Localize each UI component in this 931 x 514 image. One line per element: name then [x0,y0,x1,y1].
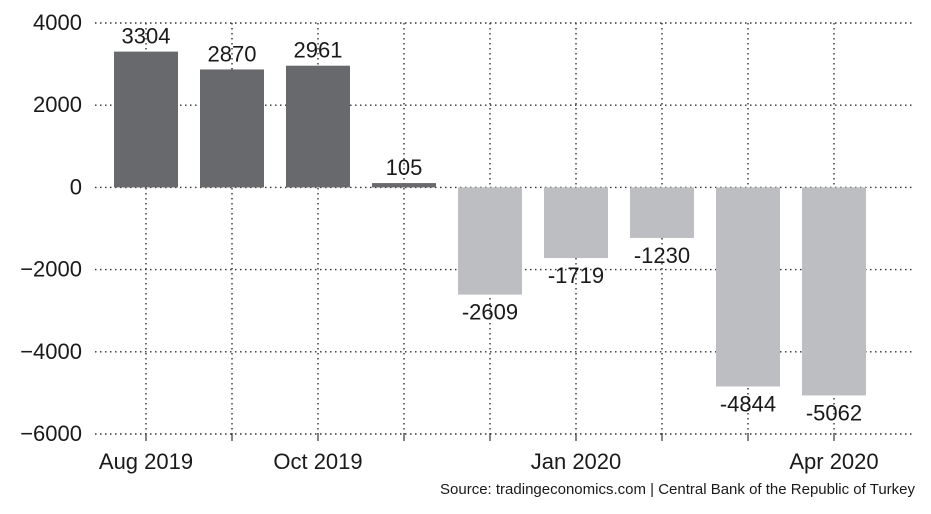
y-tick-label: 4000 [33,10,82,35]
x-tick-label: Apr 2020 [789,449,878,474]
x-tick-label: Oct 2019 [273,449,362,474]
data-label: 2961 [294,38,343,63]
chart-data-labels: 3304 2870 2961 105 -2609 -1719 -1230 -4844 -5062 [122,24,863,426]
data-label: 2870 [208,41,257,66]
source-note: Source: tradingeconomics.com | Central B… [440,481,915,498]
bar [372,183,436,188]
chart-bars [114,51,866,396]
x-tick-label: Aug 2019 [99,449,193,474]
y-tick-label: 0 [70,174,82,199]
data-label: -4844 [720,391,776,416]
bar [544,187,608,259]
bar [200,69,264,188]
y-tick-label: 2000 [33,92,82,117]
bar [802,187,866,396]
bar [458,187,522,295]
data-label: 105 [386,155,423,180]
data-label: 3304 [122,24,171,49]
x-tick-label: Jan 2020 [531,449,622,474]
y-axis: 4000 2000 0 −2000 −4000 −6000 [20,10,82,446]
bar [630,187,694,238]
y-tick-label: −4000 [20,339,82,364]
y-tick-label: −6000 [20,421,82,446]
bar [114,51,178,188]
data-label: -1230 [634,243,690,268]
data-label: -2609 [462,300,518,325]
bar [286,65,350,188]
bar [716,187,780,387]
data-label: -1719 [548,263,604,288]
x-axis: Aug 2019 Oct 2019 Jan 2020 Apr 2020 [99,434,879,474]
data-label: -5062 [806,400,862,425]
y-tick-label: −2000 [20,257,82,282]
